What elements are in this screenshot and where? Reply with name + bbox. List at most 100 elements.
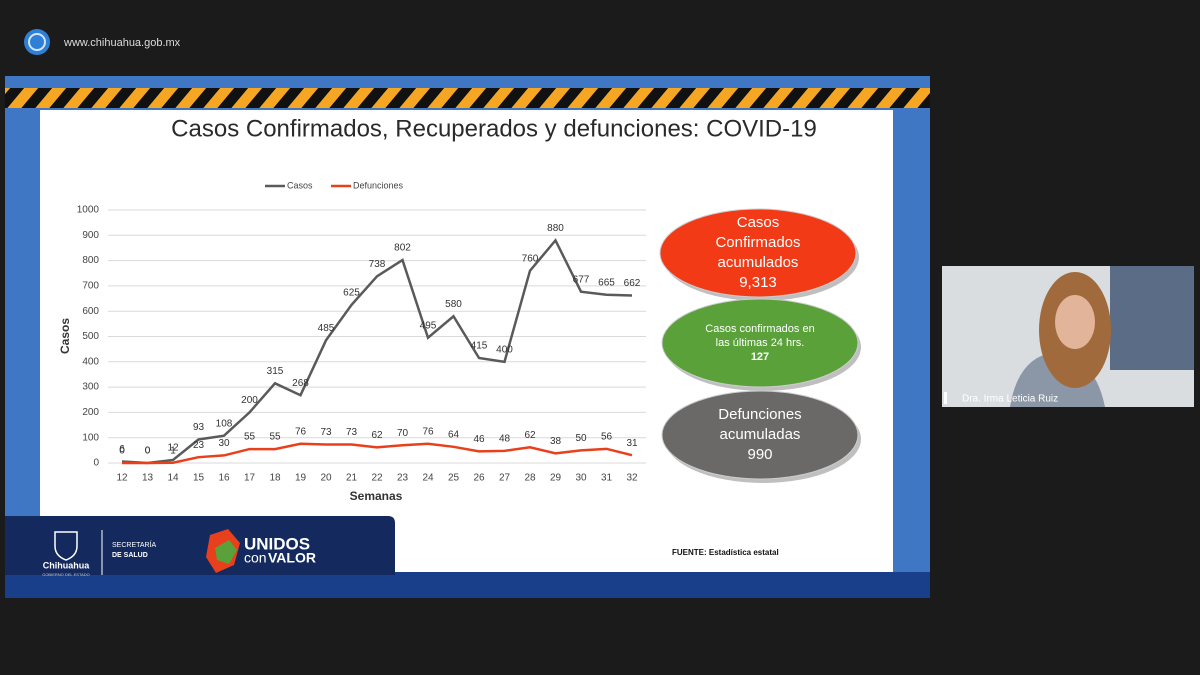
y-tick-label: 600 <box>82 306 99 317</box>
data-label: 880 <box>547 223 564 234</box>
data-label: 62 <box>371 430 383 441</box>
slogan-logo-inner <box>215 540 237 564</box>
y-tick-label: 1000 <box>77 205 100 216</box>
hazard-stripe <box>5 88 930 108</box>
chart-title: Casos Confirmados, Recuperados y defunci… <box>171 115 817 142</box>
data-label: 73 <box>320 427 332 438</box>
slogan-3: VALOR <box>268 550 316 566</box>
site-icon <box>24 29 50 55</box>
person-face <box>1055 295 1095 349</box>
x-tick-label: 19 <box>295 473 307 484</box>
slogan-2: con <box>244 550 267 566</box>
legend-label: Casos <box>287 180 313 190</box>
bubble <box>659 208 857 298</box>
data-label: 48 <box>499 433 511 444</box>
x-tick-label: 30 <box>575 473 587 484</box>
data-label: 62 <box>524 430 536 441</box>
x-tick-label: 16 <box>218 473 230 484</box>
bubble-text: 990 <box>747 446 772 463</box>
signal <box>944 392 947 404</box>
x-tick-label: 18 <box>269 473 281 484</box>
data-label: 64 <box>448 429 460 440</box>
data-label: 0 <box>119 446 125 457</box>
data-label: 400 <box>496 344 513 355</box>
data-label: 625 <box>343 288 360 299</box>
x-tick-label: 29 <box>550 473 562 484</box>
y-tick-label: 500 <box>82 331 99 342</box>
data-label: 200 <box>241 395 258 406</box>
dept-2: DE SALUD <box>112 552 148 559</box>
x-tick-label: 28 <box>524 473 536 484</box>
bubble <box>661 298 859 388</box>
bubble-text: Defunciones <box>718 406 801 423</box>
x-tick-label: 25 <box>448 473 460 484</box>
video-window <box>1110 266 1194 370</box>
data-label: 30 <box>218 438 230 449</box>
data-label: 56 <box>601 431 613 442</box>
x-axis-label: Semanas <box>350 489 403 503</box>
data-label: 677 <box>573 274 590 285</box>
data-label: 76 <box>422 426 434 437</box>
data-label: 23 <box>193 440 205 451</box>
x-tick-label: 14 <box>167 473 179 484</box>
series-line <box>122 442 633 465</box>
y-tick-label: 400 <box>82 356 99 367</box>
data-label: 12 <box>167 443 179 454</box>
state-shield <box>54 531 78 561</box>
data-label: 76 <box>295 426 307 437</box>
state-sub: GOBIERNO DEL ESTADO <box>42 572 90 577</box>
bubble-text: las últimas 24 hrs. <box>716 337 805 349</box>
state-name: Chihuahua <box>43 560 90 570</box>
x-tick-label: 27 <box>499 473 511 484</box>
source: FUENTE: Estadística estatal <box>672 548 779 557</box>
x-tick-label: 22 <box>371 473 383 484</box>
data-label: 802 <box>394 243 411 254</box>
legend-label: Defunciones <box>353 180 404 190</box>
data-label: 0 <box>145 446 151 457</box>
y-axis-label: Casos <box>58 318 72 354</box>
x-tick-label: 21 <box>346 473 358 484</box>
y-tick-label: 0 <box>93 458 99 469</box>
y-tick-label: 900 <box>82 230 99 241</box>
data-label: 50 <box>575 433 587 444</box>
data-label: 73 <box>346 427 358 438</box>
series-line <box>121 238 633 465</box>
y-tick-label: 700 <box>82 281 99 292</box>
bubble-text: 9,313 <box>739 274 777 291</box>
dept-1: SECRETARÍA <box>112 540 157 549</box>
data-label: 415 <box>471 341 488 352</box>
y-tick-label: 300 <box>82 382 99 393</box>
data-label: 31 <box>626 438 638 449</box>
data-label: 70 <box>397 428 409 439</box>
data-label: 6 <box>119 444 125 455</box>
x-tick-label: 17 <box>244 473 256 484</box>
data-label: 580 <box>445 299 462 310</box>
x-tick-label: 32 <box>626 473 638 484</box>
x-tick-label: 12 <box>116 473 128 484</box>
bubbles: Casos Confirmados acumulados 9,313 Casos con… <box>659 208 861 483</box>
x-tick-label: 20 <box>320 473 332 484</box>
x-tick-label: 23 <box>397 473 409 484</box>
participant-name: Dra. Irma Leticia Ruiz <box>962 394 1058 405</box>
slogan-1: UNIDOS <box>244 534 310 553</box>
data-label: 1 <box>170 445 176 456</box>
data-label: 46 <box>473 434 485 445</box>
data-label: 665 <box>598 277 615 288</box>
x-tick-label: 31 <box>601 473 613 484</box>
bubble-text: 127 <box>751 351 769 363</box>
x-tick-label: 13 <box>142 473 154 484</box>
bubble-text: Confirmados <box>715 234 800 251</box>
bubble-text: Casos <box>737 214 780 231</box>
site-icon-ring <box>28 33 46 51</box>
y-tick-label: 100 <box>82 432 99 443</box>
data-label: 485 <box>318 323 335 334</box>
data-label: 38 <box>550 436 562 447</box>
data-label: 495 <box>420 320 437 331</box>
data-label: 55 <box>269 432 281 443</box>
bubble-text: Casos confirmados en <box>705 323 814 335</box>
data-label: 738 <box>369 259 386 270</box>
footer-strip <box>5 572 930 598</box>
data-label: 315 <box>267 366 284 377</box>
